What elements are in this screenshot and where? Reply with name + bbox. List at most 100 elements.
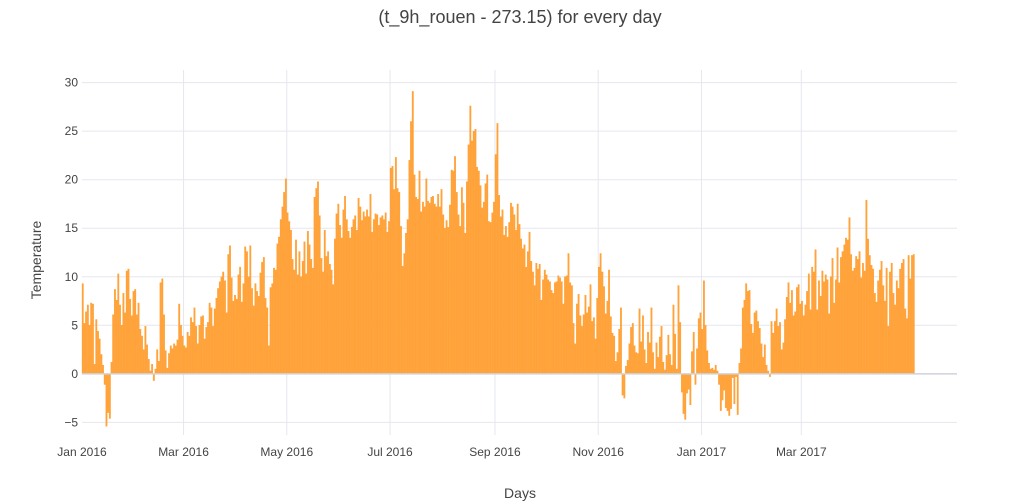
bar — [848, 217, 851, 374]
bar — [797, 284, 800, 374]
bar — [264, 297, 267, 375]
bar — [753, 312, 756, 375]
bar — [559, 277, 561, 374]
bar — [677, 285, 680, 375]
bar — [911, 255, 913, 374]
bar — [369, 194, 372, 374]
bar — [110, 362, 113, 374]
bar — [310, 259, 313, 374]
bar — [293, 269, 296, 374]
bar — [115, 299, 118, 375]
bar — [134, 289, 137, 374]
bar — [124, 312, 126, 375]
bar — [521, 248, 524, 374]
bar — [425, 178, 428, 374]
y-axis-title: Temperature — [28, 220, 44, 299]
bar — [724, 373, 727, 408]
bar — [555, 281, 558, 374]
bar — [638, 308, 641, 374]
bar — [242, 283, 245, 374]
bar — [354, 215, 357, 374]
bar — [454, 156, 456, 374]
bar — [247, 276, 250, 374]
bar — [591, 321, 594, 374]
bar — [726, 373, 729, 411]
bar — [816, 309, 819, 374]
bar — [828, 313, 831, 375]
bar — [467, 144, 470, 375]
bar — [325, 256, 328, 374]
bar — [323, 230, 326, 374]
bar — [257, 296, 260, 374]
x-tick-label: May 2016 — [260, 445, 313, 459]
bar — [447, 227, 450, 374]
bar — [240, 301, 243, 375]
bar — [479, 185, 482, 374]
bar — [538, 263, 541, 374]
bar — [234, 295, 236, 374]
bar — [279, 219, 282, 374]
bar — [471, 140, 473, 374]
bar — [603, 286, 605, 375]
bar — [376, 214, 379, 374]
bar — [305, 273, 308, 374]
bar — [198, 325, 201, 374]
bar — [437, 194, 440, 374]
bar — [212, 326, 214, 374]
bar — [259, 272, 262, 375]
bar — [511, 206, 514, 375]
bar — [308, 244, 311, 374]
bar — [528, 231, 531, 374]
bar — [640, 341, 643, 374]
x-tick-label: Sep 2016 — [469, 445, 521, 459]
bar — [85, 311, 88, 375]
bar — [587, 306, 590, 374]
bar — [880, 261, 883, 374]
bar — [909, 278, 912, 374]
bar — [398, 192, 401, 374]
bar — [899, 268, 902, 374]
bar — [295, 239, 297, 374]
bar — [176, 339, 179, 374]
bar — [119, 304, 121, 374]
bar — [440, 189, 443, 374]
bar — [379, 217, 382, 374]
bar — [618, 329, 621, 374]
bar — [278, 236, 280, 375]
bar — [306, 230, 309, 374]
bar — [867, 238, 869, 374]
bar — [660, 326, 663, 374]
bar — [596, 297, 599, 375]
bar — [88, 325, 91, 374]
bar — [125, 270, 128, 374]
bar — [469, 105, 472, 374]
bar — [230, 277, 233, 374]
bar — [730, 373, 732, 409]
bar — [770, 321, 773, 374]
bar — [743, 299, 746, 375]
bar — [164, 350, 167, 374]
bar — [220, 276, 223, 374]
bar — [545, 274, 548, 374]
bar — [449, 204, 451, 374]
bar — [780, 349, 783, 374]
bar — [550, 290, 553, 374]
bar — [623, 373, 626, 399]
bar — [488, 221, 490, 375]
bar — [611, 332, 614, 374]
bar — [606, 300, 609, 375]
bar — [669, 354, 671, 374]
bar — [647, 331, 649, 374]
bar — [452, 170, 455, 375]
bar — [792, 315, 795, 374]
bar — [704, 325, 707, 374]
bar — [359, 206, 362, 375]
bar — [394, 157, 397, 374]
bar — [180, 325, 182, 374]
bar — [457, 214, 460, 374]
bar — [745, 283, 748, 374]
bar — [901, 263, 903, 374]
bar — [890, 263, 893, 374]
bar — [650, 307, 653, 374]
